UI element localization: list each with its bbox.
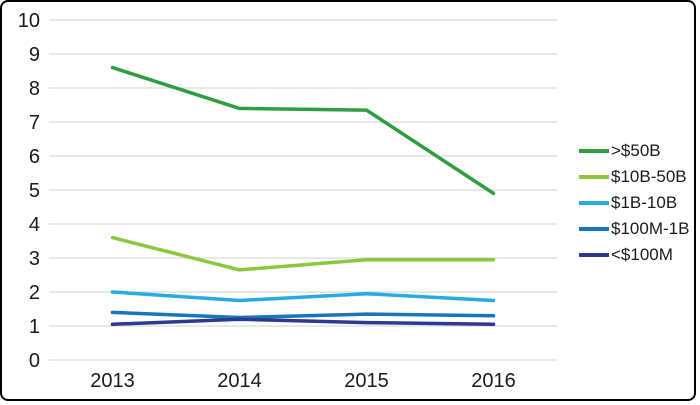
y-axis-tick-label: 9 xyxy=(29,44,40,66)
y-axis-tick-label: 7 xyxy=(29,112,40,134)
y-axis-tick-label: 6 xyxy=(29,146,40,168)
legend-item: $100M-1B xyxy=(579,216,689,242)
y-axis-tick-label: 4 xyxy=(29,214,40,236)
x-axis-tick-label: 2015 xyxy=(344,370,389,392)
legend-line-swatch xyxy=(579,149,609,153)
series-line xyxy=(110,317,496,327)
legend-label: <$100M xyxy=(611,245,673,264)
y-axis-tick-label: 10 xyxy=(18,10,40,32)
y-axis-tick-label: 2 xyxy=(29,282,40,304)
legend-label: $1B-10B xyxy=(611,193,678,212)
series-line xyxy=(110,310,496,320)
legend-item: <$100M xyxy=(579,242,689,268)
legend-item: $1B-10B xyxy=(579,190,689,216)
x-axis-tick-label: 2013 xyxy=(90,370,135,392)
line-chart-plot: 0 1 2 3 4 5 6 7 8 9 10 2013 2014 2015 2016 xyxy=(18,10,557,392)
y-axis-tick-label: 1 xyxy=(29,316,40,338)
series-line xyxy=(110,235,496,272)
x-axis-tick-label: 2016 xyxy=(471,370,516,392)
legend-line-swatch xyxy=(579,227,609,231)
chart-legend: >$50B $10B-50B $1B-10B $100M-1B <$100M xyxy=(579,138,689,268)
y-axis-tick-label: 8 xyxy=(29,78,40,100)
series-line xyxy=(110,290,496,303)
y-axis-tick-label: 0 xyxy=(29,350,40,372)
legend-label: >$50B xyxy=(611,141,661,160)
legend-item: >$50B xyxy=(579,138,689,164)
legend-label: $10B-50B xyxy=(611,167,687,186)
y-axis-tick-label: 5 xyxy=(29,180,40,202)
series-line xyxy=(110,65,496,196)
y-axis-tick-label: 3 xyxy=(29,248,40,270)
x-axis-tick-label: 2014 xyxy=(217,370,262,392)
legend-line-swatch xyxy=(579,175,609,179)
legend-line-swatch xyxy=(579,201,609,205)
legend-line-swatch xyxy=(579,253,609,257)
legend-item: $10B-50B xyxy=(579,164,689,190)
legend-label: $100M-1B xyxy=(611,219,690,238)
